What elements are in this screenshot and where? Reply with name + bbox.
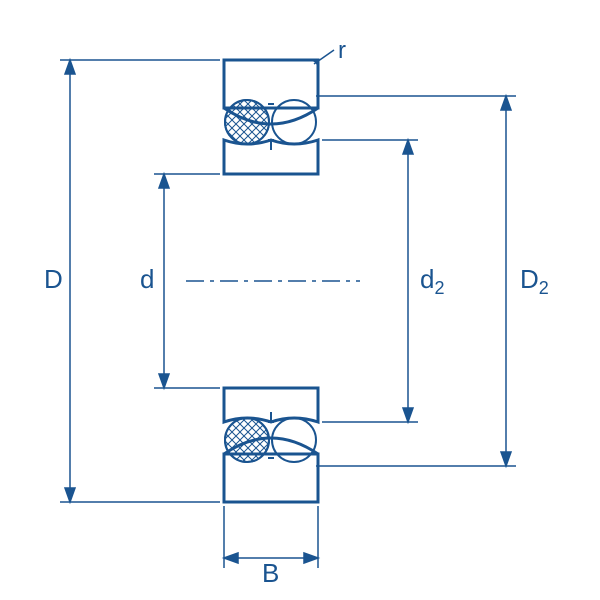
label-d: d [140,264,154,294]
extension-lines [60,50,516,568]
bearing-diagram: D d d2 D2 B r [0,0,600,600]
dim-D [65,60,75,502]
label-D: D [44,264,63,294]
dim-d2 [403,140,413,422]
dim-d [159,174,169,388]
label-d2: d2 [420,264,444,298]
label-r: r [338,37,346,64]
label-D2: D2 [520,264,549,298]
section-bottom [224,388,318,502]
label-B: B [262,558,279,588]
dim-D2 [501,96,511,466]
section-top [224,60,318,174]
